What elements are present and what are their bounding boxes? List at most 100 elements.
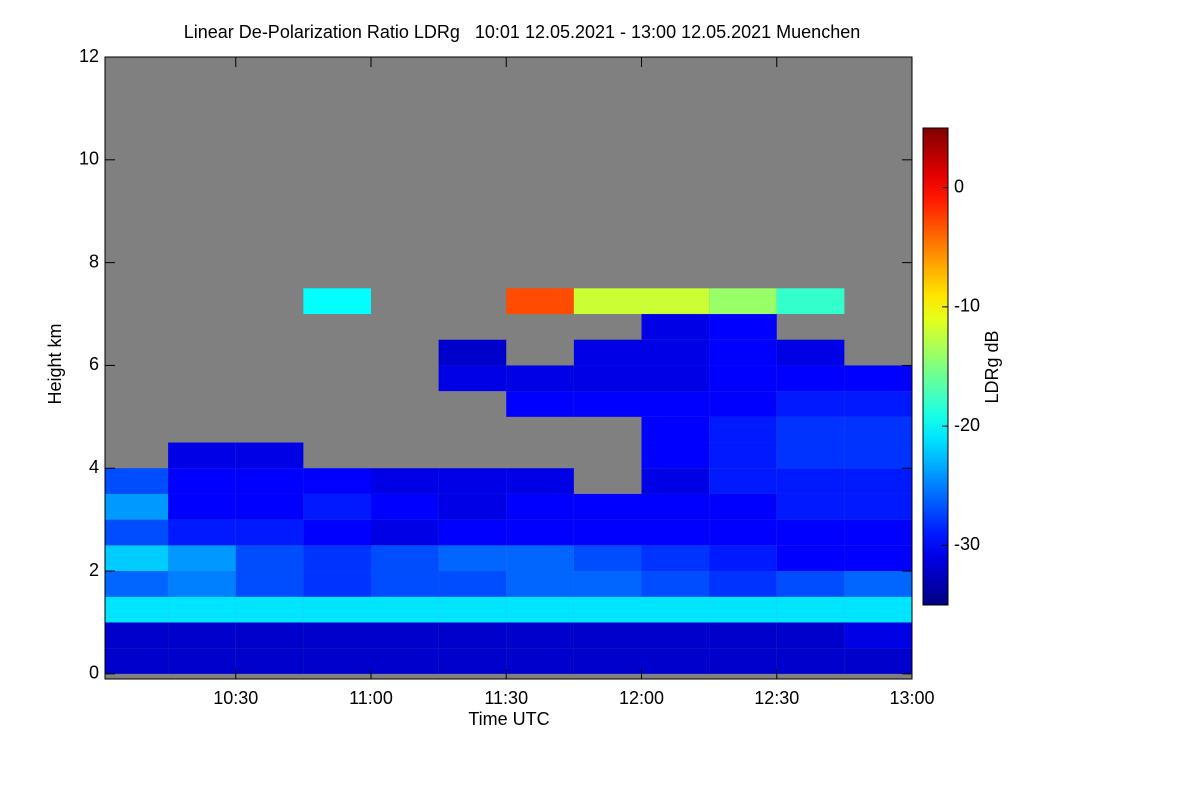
y-tick-label: 12: [79, 46, 99, 66]
heatmap-cell: [438, 596, 507, 623]
heatmap-cell: [709, 365, 777, 392]
heatmap-cell: [438, 648, 507, 674]
heatmap-cell: [235, 622, 304, 649]
heatmap-cell: [776, 442, 845, 469]
heatmap-cell: [776, 596, 845, 623]
heatmap-cell: [709, 519, 777, 546]
heatmap-cell: [303, 545, 371, 572]
x-tick-label: 11:30: [484, 688, 528, 708]
heatmap-cell: [844, 442, 912, 469]
heatmap-cell: [105, 622, 169, 649]
heatmap-cell: [168, 442, 236, 469]
heatmap-cell: [573, 391, 642, 417]
heatmap-cell: [844, 519, 912, 546]
plot-frame: [104, 56, 913, 680]
heatmap-cell: [776, 545, 845, 572]
heatmap-cell: [303, 622, 371, 649]
heatmap-cell: [573, 622, 642, 649]
heatmap-cell: [438, 622, 507, 649]
heatmap-cell: [573, 648, 642, 674]
colorbar-tick-label: -30: [954, 534, 980, 554]
heatmap-cell: [370, 468, 439, 494]
heatmap-cell: [438, 519, 507, 546]
heatmap-cell: [438, 545, 507, 572]
heatmap-cell: [235, 442, 304, 469]
heatmap-cell: [168, 596, 236, 623]
heatmap-cell: [235, 468, 304, 494]
heatmap-cell: [844, 545, 912, 572]
heatmap-cell: [168, 648, 236, 674]
x-tick-label: 12:00: [619, 688, 664, 708]
heatmap-cell: [506, 596, 574, 623]
heatmap-cell: [303, 648, 371, 674]
y-tick-label: 8: [89, 251, 99, 271]
heatmap-cell: [641, 288, 710, 315]
heatmap-cell: [573, 596, 642, 623]
heatmap-cell: [573, 493, 642, 520]
heatmap-cell: [641, 339, 710, 366]
heatmap-cell: [506, 648, 574, 674]
heatmap-cell: [776, 468, 845, 494]
heatmap-cell: [776, 571, 845, 597]
heatmap-cell: [235, 519, 304, 546]
heatmap-cell: [235, 571, 304, 597]
heatmap-cell: [370, 493, 439, 520]
heatmap-cell: [844, 468, 912, 494]
heatmap-cell: [438, 365, 507, 392]
y-tick-label: 2: [89, 560, 99, 580]
heatmap-cell: [573, 339, 642, 366]
heatmap-cell: [438, 571, 507, 597]
heatmap-cell: [370, 648, 439, 674]
heatmap-cell: [506, 391, 574, 417]
heatmap-cell: [709, 314, 777, 340]
colorbar-tick-label: -10: [954, 296, 980, 316]
heatmap-cell: [776, 365, 845, 392]
heatmap-cell: [573, 519, 642, 546]
heatmap-cell: [506, 365, 574, 392]
heatmap-cell: [506, 468, 574, 494]
heatmap-cell: [303, 288, 371, 315]
heatmap-cell: [506, 519, 574, 546]
colorbar-tick-label: -20: [954, 415, 980, 435]
heatmap-cell: [641, 314, 710, 340]
heatmap-cell: [844, 493, 912, 520]
heatmap-cell: [506, 545, 574, 572]
y-axis-label: Height km: [45, 323, 65, 404]
heatmap-cell: [709, 416, 777, 443]
heatmap-cell: [641, 442, 710, 469]
x-tick-label: 12:30: [754, 688, 799, 708]
heatmap-cell: [506, 288, 574, 315]
heatmap-cell: [776, 391, 845, 417]
heatmap-cell: [641, 416, 710, 443]
heatmap-cell: [709, 442, 777, 469]
heatmap-cell: [303, 493, 371, 520]
heatmap-cell: [105, 596, 169, 623]
colorbar-tick-label: 0: [954, 176, 964, 196]
heatmap-cell: [303, 596, 371, 623]
heatmap-cell: [168, 622, 236, 649]
heatmap-cell: [709, 288, 777, 315]
heatmap-cell: [641, 365, 710, 392]
heatmap-cell: [709, 596, 777, 623]
heatmap-cell: [641, 545, 710, 572]
heatmap-cell: [641, 391, 710, 417]
heatmap-cell: [168, 519, 236, 546]
heatmap-cell: [105, 519, 169, 546]
heatmap-cell: [844, 416, 912, 443]
colorbar: [922, 127, 949, 606]
y-tick-label: 0: [89, 663, 99, 683]
heatmap-cell: [641, 596, 710, 623]
heatmap-cell: [844, 391, 912, 417]
chart-title: Linear De-Polarization Ratio LDRg 10:01 …: [184, 22, 860, 42]
y-tick-label: 4: [89, 457, 99, 477]
heatmap-cell: [370, 571, 439, 597]
x-axis-label: Time UTC: [468, 709, 549, 729]
heatmap-cell: [105, 545, 169, 572]
heatmap-cell: [105, 468, 169, 494]
heatmap-cell: [303, 571, 371, 597]
heatmap-cell: [168, 545, 236, 572]
heatmap-cell: [641, 622, 710, 649]
heatmap-cell: [844, 365, 912, 392]
y-tick-label: 6: [89, 354, 99, 374]
heatmap-cell: [776, 288, 845, 315]
